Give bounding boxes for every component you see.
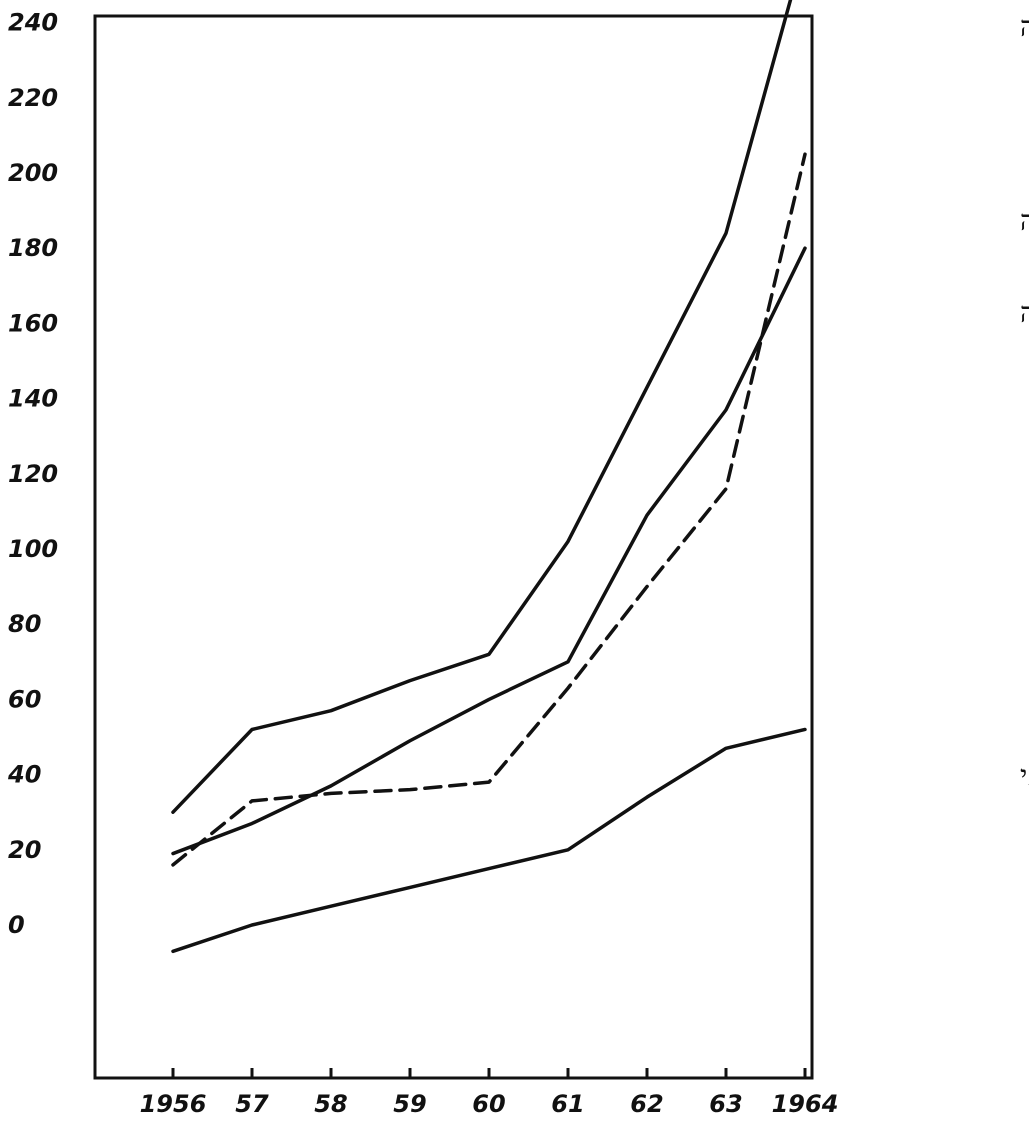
series-lines bbox=[171, 0, 807, 954]
y-tick-label-140: 140 bbox=[8, 385, 58, 413]
y-tick-label-220: 220 bbox=[8, 84, 58, 112]
y-tick-label-120: 120 bbox=[8, 460, 58, 488]
series-label-2: השקעה נקיה bbox=[1020, 204, 1029, 237]
series-label-4: בלאי bbox=[1020, 759, 1029, 792]
x-tick-label-1956: 1956 bbox=[140, 1090, 207, 1118]
y-tick-label-240: 240 bbox=[8, 9, 58, 37]
plot-frame bbox=[93, 14, 814, 1080]
series-labels: רכישה השקעה נקיה צריכה בלאי bbox=[1020, 10, 1029, 792]
series-line-4 bbox=[171, 727, 807, 954]
y-tick-label-40: 40 bbox=[7, 761, 41, 789]
series-line-2 bbox=[171, 152, 807, 867]
x-tick-label-60: 60 bbox=[472, 1090, 505, 1118]
series-line-1 bbox=[171, 0, 793, 814]
x-tick-label-58: 58 bbox=[314, 1090, 347, 1118]
y-tick-label-100: 100 bbox=[8, 535, 58, 563]
y-tick-label-60: 60 bbox=[8, 685, 41, 713]
x-axis-tick-labels: 1956 57 58 59 60 61 62 63 1964 bbox=[140, 1090, 839, 1118]
y-tick-label-200: 200 bbox=[8, 159, 58, 187]
y-tick-label-160: 160 bbox=[8, 309, 58, 337]
series-label-1: רכישה bbox=[1020, 10, 1029, 43]
x-tick-label-62: 62 bbox=[630, 1090, 663, 1118]
x-axis-tickmarks bbox=[171, 1068, 807, 1078]
y-tick-label-20: 20 bbox=[8, 836, 41, 864]
y-tick-label-0: 0 bbox=[8, 911, 25, 939]
x-tick-label-1964: 1964 bbox=[772, 1090, 839, 1118]
x-tick-label-57: 57 bbox=[235, 1090, 269, 1118]
y-axis-tick-labels: 260240220200180160140120100806040200 bbox=[7, 9, 58, 939]
x-tick-label-63: 63 bbox=[709, 1090, 742, 1118]
series-label-3: צריכה bbox=[1020, 296, 1029, 329]
y-tick-label-180: 180 bbox=[8, 234, 58, 262]
series-line-3 bbox=[171, 246, 807, 856]
y-tick-label-80: 80 bbox=[8, 610, 41, 638]
x-tick-label-61: 61 bbox=[551, 1090, 584, 1118]
x-tick-label-59: 59 bbox=[393, 1090, 426, 1118]
